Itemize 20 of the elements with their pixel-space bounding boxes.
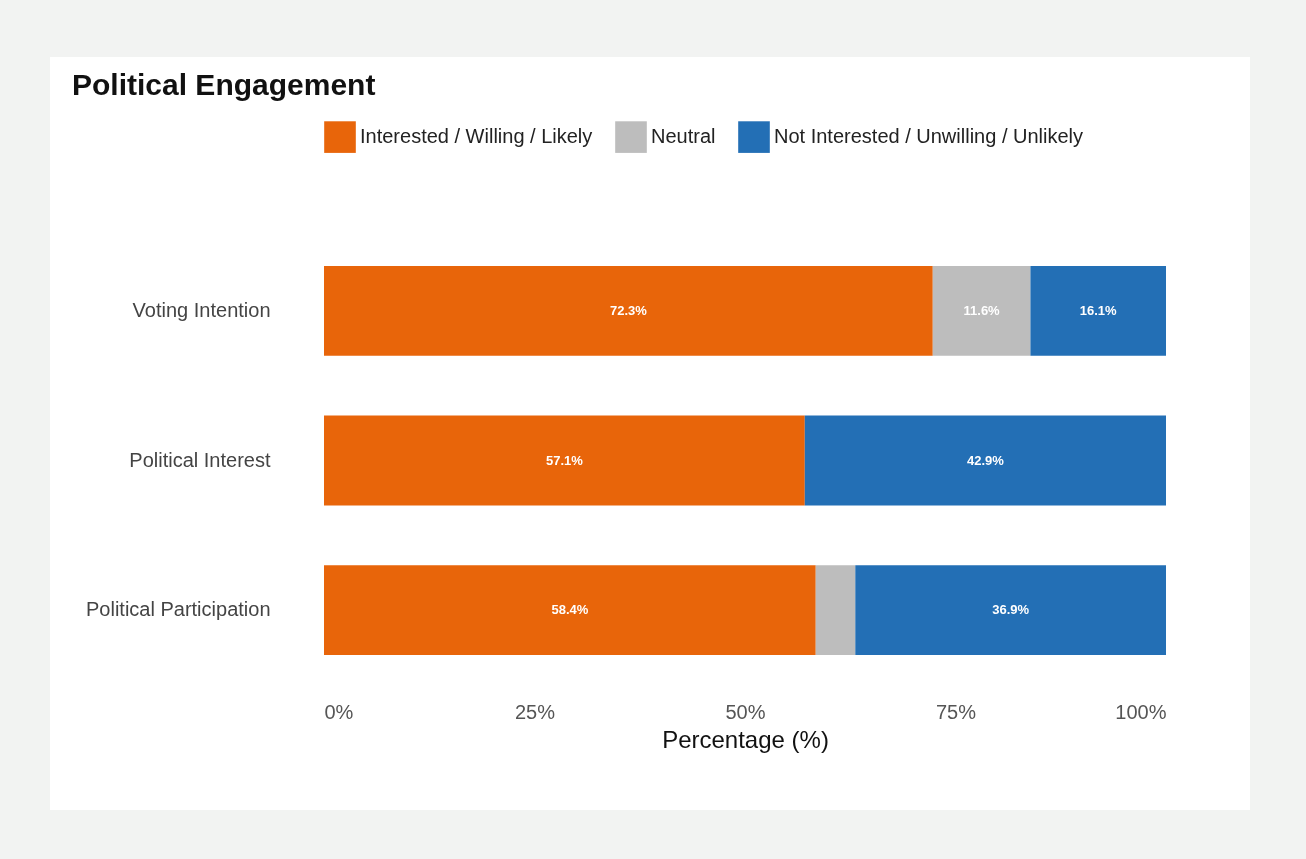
- y-tick-label: Voting Intention: [132, 298, 271, 321]
- data-label: 16.1%: [1079, 302, 1118, 318]
- x-tick-label: 0%: [324, 700, 354, 723]
- x-tick-label: 100%: [1115, 700, 1167, 723]
- data-label: 42.9%: [966, 452, 1005, 468]
- x-tick-label: 50%: [725, 700, 766, 723]
- x-axis-title: Percentage (%): [662, 725, 829, 753]
- data-label: 58.4%: [551, 602, 589, 618]
- data-label: 57.1%: [545, 452, 584, 468]
- x-tick-label: 25%: [514, 700, 556, 723]
- x-tick-label: 75%: [935, 700, 977, 723]
- legend-label: Not Interested / Unwilling / Unlikely: [774, 125, 1084, 148]
- data-label: 72.3%: [609, 302, 648, 318]
- chart-title: Political Engagement: [72, 68, 376, 101]
- legend-label: Neutral: [651, 125, 716, 148]
- data-label: 11.6%: [963, 302, 1001, 318]
- legend-label: Interested / Willing / Likely: [360, 125, 593, 148]
- y-tick-label: Political Interest: [129, 448, 271, 471]
- data-label: 36.9%: [992, 602, 1030, 618]
- y-tick-label: Political Participation: [85, 598, 271, 621]
